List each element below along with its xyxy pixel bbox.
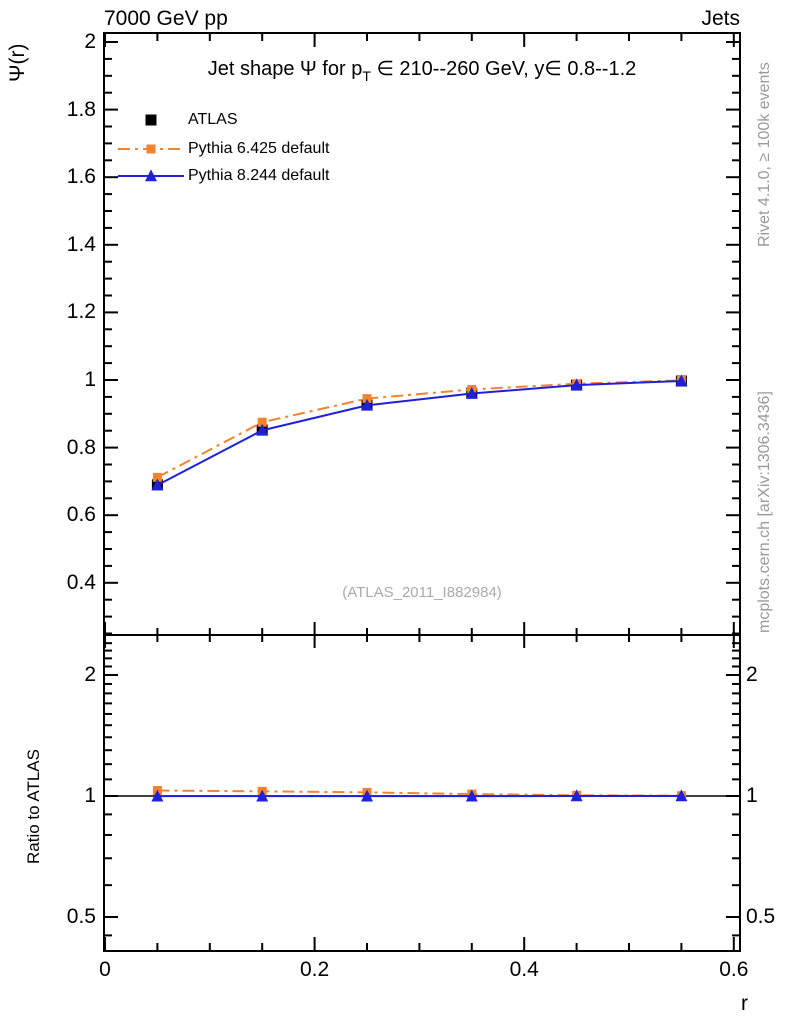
- pythia-6-425-default-line: [156, 379, 682, 479]
- header-beam-energy: 7000 GeV pp: [104, 7, 228, 30]
- x-tick-label: 0.6: [719, 958, 749, 981]
- pythia-8-244-default-marker: [151, 478, 164, 491]
- main-y-tick-label: 2: [84, 30, 96, 53]
- ratio-y-tick-label-left: 0.5: [66, 905, 96, 928]
- mcplots-reference-note: mcplots.cern.ch [arXiv:1306.3436]: [756, 391, 773, 633]
- pythia-6-425-default-marker: [257, 417, 267, 427]
- main-y-tick-label: 1.2: [66, 300, 96, 324]
- pythia-8-244-default-marker: [361, 398, 373, 411]
- legend-label-atlas: ATLAS: [188, 111, 238, 128]
- pythia-8-244-default-marker: [465, 386, 478, 399]
- ratio-panel-frame: [103, 634, 741, 952]
- plot-title: Jet shape Ψ for pT ∈ 210--260 GeV, y∈ 0.…: [104, 57, 740, 84]
- legend-label-pythia6: Pythia 6.425 default: [188, 140, 330, 157]
- ratio-y-tick-label-right: 1: [746, 784, 758, 807]
- pythia-8-244-default-ratio-marker: [361, 789, 373, 802]
- pythia-8-244-default-ratio-marker: [151, 789, 164, 802]
- pythia-8-244-default-marker: [675, 374, 688, 387]
- main-y-axis-label: Ψ(r): [6, 43, 29, 82]
- x-tick-label: 0.4: [509, 958, 539, 981]
- legend-label-pythia8: Pythia 8.244 default: [188, 167, 330, 184]
- pythia-6-425-default-marker: [362, 394, 372, 404]
- main-y-tick-label: 1.4: [66, 232, 96, 256]
- pythia-6-425-default-marker: [152, 472, 162, 482]
- rivet-version-note: Rivet 4.1.0, ≥ 100k events: [756, 62, 773, 247]
- pythia-8-244-default-ratio-marker: [570, 789, 583, 802]
- header-analysis-group: Jets: [701, 7, 740, 30]
- analysis-id-watermark: (ATLAS_2011_I882984): [342, 584, 502, 601]
- main-y-tick-label: 1.6: [66, 165, 96, 189]
- main-y-tick-label: 0.4: [66, 570, 96, 594]
- x-tick-label: 0: [99, 958, 111, 981]
- main-y-tick-label: 0.6: [66, 503, 96, 527]
- legend-pythia-8-244-default-marker: [145, 169, 157, 182]
- pythia-8-244-default-ratio-marker: [256, 789, 269, 802]
- plot-title-post: ∈ 210--260 GeV, y∈ 0.8--1.2: [370, 58, 637, 80]
- x-axis-label: r: [741, 992, 748, 1015]
- pythia-6-425-default-ratio-line: [157, 789, 682, 797]
- x-tick-label: 0.2: [299, 958, 330, 981]
- main-y-tick-label: 1: [84, 368, 96, 391]
- plot-title-pre: Jet shape Ψ for p: [207, 58, 363, 80]
- ratio-y-tick-label-left: 2: [84, 663, 96, 686]
- ratio-y-tick-label-left: 1: [84, 784, 96, 807]
- legend-atlas-marker: [145, 114, 157, 126]
- pythia-8-244-default-ratio-marker: [675, 789, 688, 802]
- pythia-8-244-default-marker: [570, 378, 583, 391]
- legend-pythia-6-425-default-marker: [146, 144, 156, 154]
- main-y-tick-label: 1.8: [66, 97, 96, 121]
- pythia-8-244-default-line: [156, 380, 682, 487]
- ratio-y-tick-label-right: 0.5: [746, 905, 776, 928]
- ratio-y-tick-label-right: 2: [746, 663, 758, 686]
- main-y-tick-label: 0.8: [66, 435, 96, 459]
- pythia-8-244-default-marker: [256, 423, 269, 436]
- pythia-8-244-default-ratio-marker: [465, 789, 478, 802]
- plot-title-subscript: T: [362, 68, 371, 84]
